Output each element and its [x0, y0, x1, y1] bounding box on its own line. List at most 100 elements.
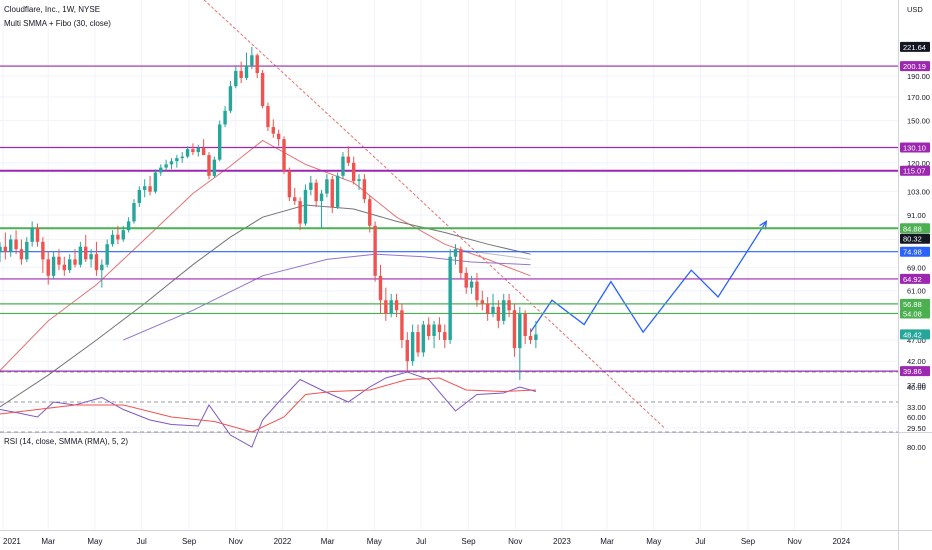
- candle-body: [319, 193, 324, 202]
- level-price-badge: [900, 61, 930, 72]
- candle-body: [207, 155, 211, 176]
- candle-body: [3, 246, 8, 252]
- candle-body: [234, 71, 238, 87]
- smma-line: [0, 204, 531, 408]
- candle-body: [351, 162, 356, 181]
- candle-body: [19, 249, 24, 260]
- rsi-pane-bg: [0, 433, 898, 530]
- candle-body: [62, 264, 67, 271]
- candle-body: [218, 124, 222, 160]
- candle-body: [528, 335, 533, 340]
- rsi-layer: [0, 371, 898, 448]
- candle-body: [330, 179, 334, 207]
- candle-body: [35, 227, 40, 242]
- x-tick-label: 2021: [3, 537, 21, 546]
- x-tick-label: 2023: [553, 537, 571, 546]
- candle-body: [534, 334, 538, 340]
- candle-body: [437, 324, 442, 333]
- candle-body: [416, 332, 420, 353]
- candle-body: [89, 254, 93, 260]
- candle-body: [185, 149, 190, 157]
- smma-line: [455, 248, 531, 260]
- candle-body: [169, 161, 174, 165]
- candle-body: [394, 300, 399, 311]
- x-tick-label: Jul: [137, 537, 147, 546]
- x-tick-label: Nov: [788, 537, 802, 546]
- smma-line: [0, 139, 531, 371]
- x-tick-label: 2022: [274, 537, 292, 546]
- candle-body: [378, 275, 383, 301]
- candle-body: [298, 201, 302, 224]
- candle-body: [137, 189, 142, 204]
- x-tick-label: Nov: [229, 537, 243, 546]
- candle-body: [512, 310, 517, 349]
- candle-body: [25, 241, 29, 260]
- candle-body: [518, 313, 522, 349]
- y-tick-label: 33.00: [907, 403, 926, 412]
- level-price-label: 115.07: [903, 167, 925, 176]
- level-price-badge: [900, 246, 930, 257]
- candle-body: [303, 189, 308, 224]
- candle-body: [78, 246, 83, 265]
- candle-body: [432, 324, 436, 336]
- candle-body: [502, 300, 506, 321]
- candle-body: [30, 227, 34, 242]
- candle-body: [46, 259, 50, 276]
- level-price-badge: [900, 273, 930, 284]
- price-badge-label: 48.42: [903, 330, 922, 339]
- candle-body: [346, 156, 351, 163]
- candle-body: [410, 332, 415, 362]
- candle-body: [164, 164, 168, 168]
- price-badge: [900, 233, 930, 244]
- candle-body: [496, 306, 501, 321]
- candles-layer: [0, 46, 538, 381]
- x-tick-label: Sep: [741, 537, 756, 546]
- x-tick-label: May: [646, 537, 661, 546]
- candle-body: [244, 65, 249, 78]
- candle-body: [314, 182, 318, 202]
- candle-body: [282, 139, 286, 171]
- candle-body: [475, 281, 479, 301]
- candle-body: [67, 259, 72, 271]
- candle-body: [201, 147, 206, 156]
- candle-body: [148, 186, 152, 192]
- y-tick-label: 69.00: [907, 263, 926, 272]
- level-price-label: 56.88: [903, 300, 922, 309]
- level-price-label: 84.88: [903, 224, 922, 233]
- candle-body: [142, 186, 147, 190]
- candle-body: [191, 149, 195, 153]
- candle-body: [276, 133, 281, 140]
- candle-body: [228, 86, 233, 111]
- level-price-badge: [900, 366, 930, 377]
- x-tick-label: Nov: [508, 537, 522, 546]
- projection-arrowhead: [759, 220, 768, 230]
- rsi-y-tick-label: 60.00: [907, 413, 926, 422]
- projection-path: [529, 221, 767, 334]
- candle-body: [459, 249, 463, 273]
- candle-body: [362, 179, 367, 200]
- indicator-layer: [0, 0, 768, 429]
- level-price-label: 74.98: [903, 248, 922, 257]
- candle-body: [94, 254, 99, 271]
- x-tick-label: May: [87, 537, 102, 546]
- level-price-badge: [900, 298, 930, 309]
- candle-body: [266, 106, 270, 128]
- x-tick-label: Jul: [695, 537, 705, 546]
- candle-body: [293, 197, 297, 202]
- candle-body: [0, 246, 2, 252]
- candle-body: [212, 159, 217, 176]
- indicator-title: Multi SMMA + Fibo (30, close): [4, 19, 111, 28]
- candle-body: [427, 324, 431, 336]
- candle-body: [464, 272, 468, 288]
- y-tick-label: 120.00: [907, 159, 930, 168]
- candle-body: [196, 147, 200, 153]
- candle-body: [443, 332, 447, 340]
- candle-body: [335, 175, 340, 207]
- y-tick-label: 150.00: [907, 117, 930, 126]
- level-price-label: 54.08: [903, 309, 922, 318]
- y-tick-label: 37.00: [907, 381, 926, 390]
- level-price-label: 64.92: [903, 275, 922, 284]
- candle-body: [116, 234, 120, 240]
